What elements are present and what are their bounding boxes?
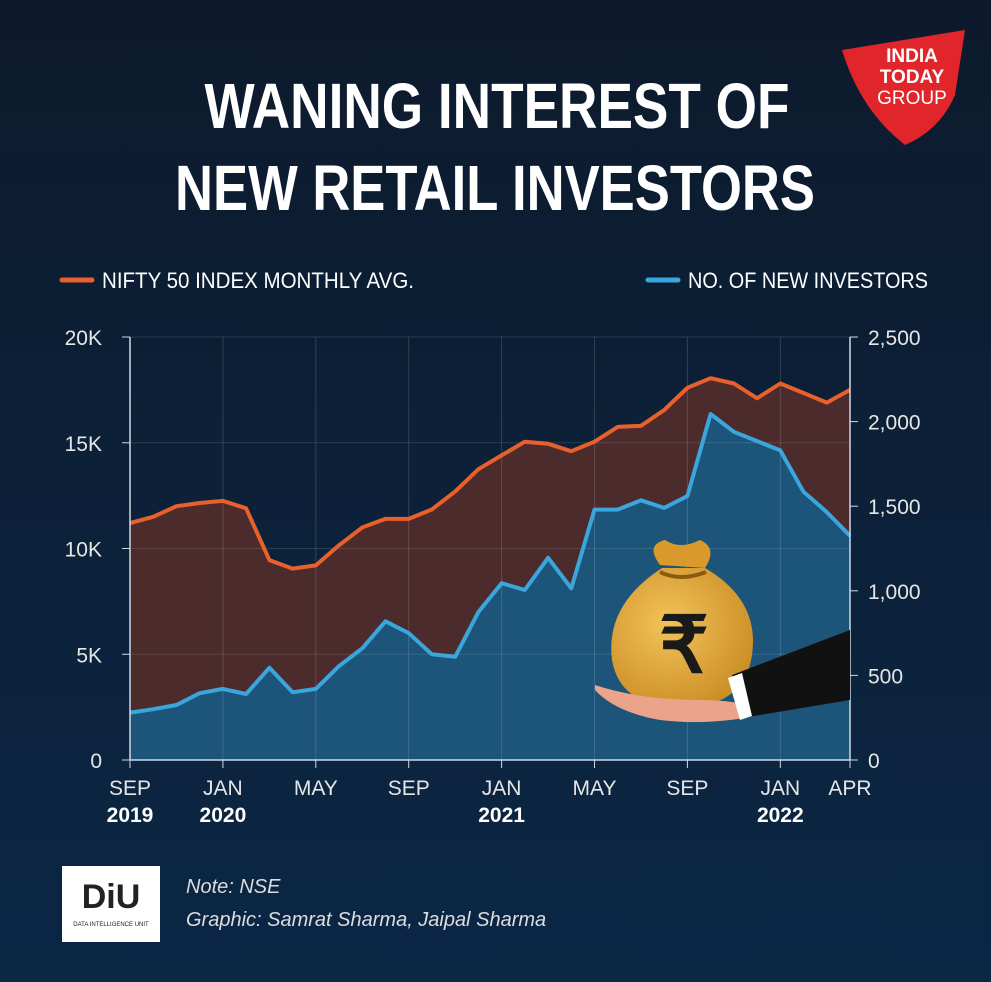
y2-tick-label: 500 (868, 665, 903, 688)
x-tick-label: JAN (760, 777, 800, 800)
x-tick-label: SEP (109, 777, 151, 800)
x-year-label: 2021 (478, 804, 525, 827)
logo-shape (842, 30, 965, 145)
chart-title: NEW RETAIL INVESTORS (175, 152, 815, 224)
logo-text: TODAY (880, 67, 945, 88)
x-tick-label: SEP (388, 777, 430, 800)
x-tick-label: APR (828, 777, 871, 800)
y2-tick-label: 2,000 (868, 412, 921, 435)
chart-title: WANING INTEREST OF (205, 70, 790, 142)
y-tick-label: 15K (65, 433, 102, 456)
x-tick-label: JAN (203, 777, 243, 800)
x-year-label: 2020 (200, 804, 247, 827)
legend-label: NO. OF NEW INVESTORS (688, 268, 928, 293)
y-tick-label: 10K (65, 539, 102, 562)
lines (129, 376, 852, 715)
y-tick-label: 0 (90, 750, 102, 773)
logo-text: INDIA (886, 46, 938, 67)
y2-tick-label: 1,000 (868, 581, 921, 604)
y2-tick-label: 1,500 (868, 496, 921, 519)
logo-text: GROUP (877, 88, 947, 109)
svg-text:₹: ₹ (659, 601, 709, 689)
line (129, 376, 851, 571)
x-tick-label: JAN (482, 777, 522, 800)
y-tick-label: 5K (76, 644, 102, 667)
credit: Graphic: Samrat Sharma, Jaipal Sharma (186, 909, 546, 931)
y-tick-label: 20K (65, 327, 102, 350)
x-year-label: 2022 (757, 804, 804, 827)
diu-logo-box (62, 866, 160, 942)
x-tick-label: MAY (573, 777, 617, 800)
money-bag-illustration: ₹ (595, 540, 850, 723)
y2-tick-label: 2,500 (868, 327, 921, 350)
note: Note: NSE (186, 876, 281, 898)
diu-logo: DiU (82, 878, 141, 916)
diu-logo-sub: DATA INTELLIGENCE UNIT (73, 922, 149, 928)
line (129, 412, 852, 715)
x-tick-label: MAY (294, 777, 338, 800)
x-year-label: 2019 (107, 804, 154, 827)
y2-tick-label: 0 (868, 750, 880, 773)
x-tick-label: SEP (666, 777, 708, 800)
legend-label: NIFTY 50 INDEX MONTHLY AVG. (102, 268, 414, 293)
